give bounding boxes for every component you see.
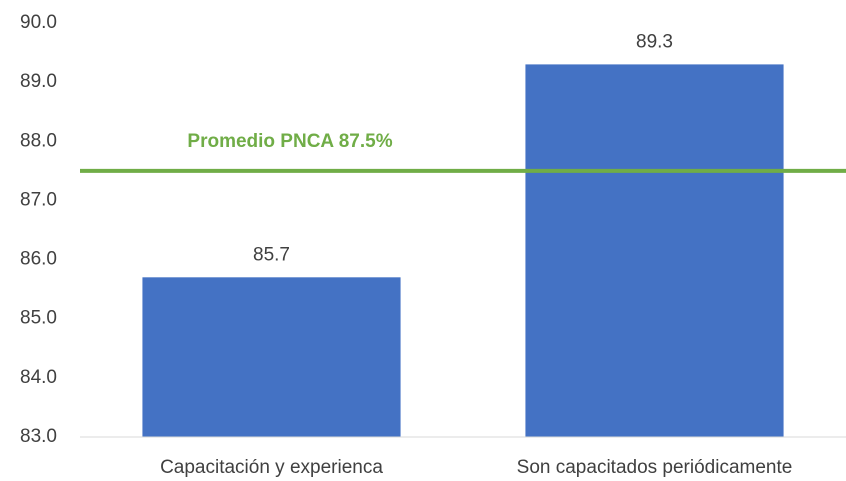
y-tick-label: 86.0 xyxy=(20,249,57,270)
reference-label: Promedio PNCA 87.5% xyxy=(187,131,392,152)
y-tick-label: 84.0 xyxy=(20,367,57,388)
y-tick-label: 89.0 xyxy=(20,71,57,92)
y-tick-label: 87.0 xyxy=(20,189,57,210)
x-tick-label: Capacitación y experienca xyxy=(160,457,383,478)
value-label: 85.7 xyxy=(253,244,290,265)
bar xyxy=(142,277,401,437)
y-tick-label: 83.0 xyxy=(20,426,57,447)
bar xyxy=(525,64,784,438)
value-label: 89.3 xyxy=(636,31,673,52)
x-tick-label: Son capacitados periódicamente xyxy=(517,457,793,478)
y-tick-label: 85.0 xyxy=(20,308,57,329)
y-tick-label: 88.0 xyxy=(20,130,57,151)
y-tick-label: 90.0 xyxy=(20,12,57,33)
